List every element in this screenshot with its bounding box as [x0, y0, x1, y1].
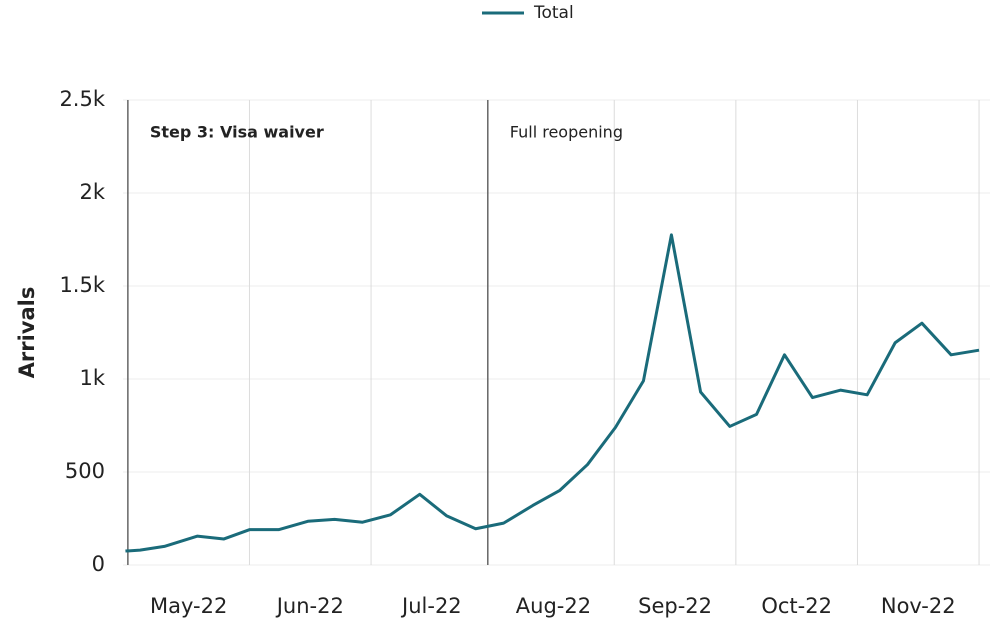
x-tick-label: May-22 — [150, 594, 227, 618]
annotation-text: Full reopening — [510, 123, 623, 142]
y-axis-label: Arrivals — [15, 287, 39, 379]
line-series — [125, 233, 980, 553]
x-tick-label: Jun-22 — [275, 594, 344, 618]
x-tick-label: Sep-22 — [638, 594, 712, 618]
legend-label: Total — [533, 3, 574, 23]
y-tick-label: 0 — [92, 552, 105, 576]
y-tick-label: 1.5k — [59, 273, 105, 297]
y-tick-label: 1k — [79, 366, 105, 390]
x-tick-label: Jul-22 — [400, 594, 462, 618]
x-tick-label: Aug-22 — [516, 594, 591, 618]
x-tick-label: Oct-22 — [761, 594, 832, 618]
annotation-text: Step 3: Visa waiver — [150, 123, 324, 142]
y-tick-label: 500 — [65, 459, 105, 483]
y-tick-label: 2k — [79, 180, 105, 204]
y-tick-label: 2.5k — [59, 87, 105, 111]
x-tick-label: Nov-22 — [881, 594, 956, 618]
